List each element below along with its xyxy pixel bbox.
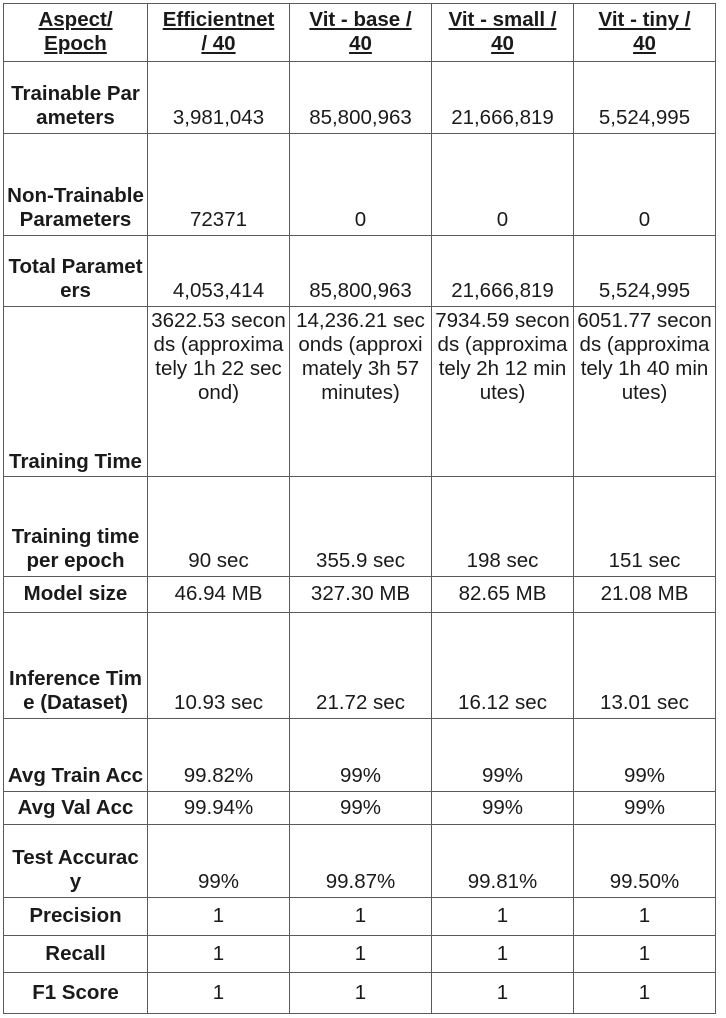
header-line: 40 (349, 31, 372, 55)
data-cell: 1 (431, 934, 574, 974)
row-label: F1 Score (3, 972, 148, 1014)
data-cell: 99% (573, 791, 716, 825)
row-label: Precision (3, 897, 148, 936)
header-line: 40 (491, 31, 514, 55)
data-cell: 99.50% (573, 823, 716, 899)
data-cell: 1 (147, 972, 290, 1014)
row-label: Test Accuracy (3, 823, 148, 899)
model-comparison-table: Aspect/Epoch Efficientnet/ 40 Vit - base /… (3, 3, 716, 1014)
data-cell: 99% (289, 791, 432, 825)
data-cell: 85,800,963 (289, 60, 432, 135)
row-label: Recall (3, 934, 148, 974)
table-row: Training Time 3622.53 seconds (approximat… (3, 305, 716, 478)
header-line: Aspect/ (38, 8, 113, 31)
data-cell: 99% (289, 718, 432, 793)
data-cell: 16.12 sec (431, 611, 574, 720)
data-cell: 99% (431, 791, 574, 825)
data-cell: 3622.53 seconds (approximately 1h 22 sec… (147, 305, 290, 478)
data-cell: 10.93 sec (147, 611, 290, 720)
table-row: F1 Score 1 1 1 1 (3, 972, 716, 1014)
data-cell: 99.94% (147, 791, 290, 825)
header-cell-model-3: Vit - small /40 (431, 3, 574, 62)
data-cell: 3,981,043 (147, 60, 290, 135)
row-label: Non-Trainable Parameters (3, 133, 148, 236)
data-cell: 6051.77 seconds (approximately 1h 40 min… (573, 305, 716, 478)
row-label: Total Parameters (3, 234, 148, 307)
table-row: Trainable Parameters 3,981,043 85,800,963 2… (3, 60, 716, 135)
data-cell: 198 sec (431, 476, 574, 578)
table-row: Inference Time (Dataset) 10.93 sec 21.72 s… (3, 611, 716, 720)
data-cell: 90 sec (147, 476, 290, 578)
data-cell: 1 (289, 897, 432, 936)
data-cell: 151 sec (573, 476, 716, 578)
data-cell: 5,524,995 (573, 234, 716, 307)
table-row: Precision 1 1 1 1 (3, 897, 716, 936)
data-cell: 1 (147, 934, 290, 974)
data-cell: 21.72 sec (289, 611, 432, 720)
data-cell: 99% (431, 718, 574, 793)
header-line: Epoch (44, 31, 107, 55)
data-cell: 1 (289, 934, 432, 974)
table-row: Avg Train Acc 99.82% 99% 99% 99% (3, 718, 716, 793)
data-cell: 21.08 MB (573, 576, 716, 613)
data-cell: 82.65 MB (431, 576, 574, 613)
data-cell: 14,236.21 seconds (approximately 3h 57 m… (289, 305, 432, 478)
data-cell: 13.01 sec (573, 611, 716, 720)
data-cell: 99.81% (431, 823, 574, 899)
header-cell-aspect: Aspect/Epoch (3, 3, 148, 62)
table-row: Non-Trainable Parameters 72371 0 0 0 (3, 133, 716, 236)
header-cell-model-1: Efficientnet/ 40 (147, 3, 290, 62)
table-row: Model size 46.94 MB 327.30 MB 82.65 MB 21.08… (3, 576, 716, 613)
row-label: Avg Train Acc (3, 718, 148, 793)
data-cell: 99% (147, 823, 290, 899)
header-line: Efficientnet (162, 8, 275, 31)
data-cell: 99.87% (289, 823, 432, 899)
data-cell: 0 (431, 133, 574, 236)
header-line: Vit - base / (309, 8, 412, 31)
header-line: 40 (633, 31, 656, 55)
data-cell: 1 (147, 897, 290, 936)
header-row: Aspect/Epoch Efficientnet/ 40 Vit - base /… (3, 3, 716, 62)
table-body: Trainable Parameters 3,981,043 85,800,963 2… (3, 60, 716, 1014)
data-cell: 85,800,963 (289, 234, 432, 307)
row-label: Inference Time (Dataset) (3, 611, 148, 720)
data-cell: 0 (573, 133, 716, 236)
table-row: Total Parameters 4,053,414 85,800,963 21,66… (3, 234, 716, 307)
row-label: Model size (3, 576, 148, 613)
data-cell: 72371 (147, 133, 290, 236)
table-row: Recall 1 1 1 1 (3, 934, 716, 974)
row-label: Avg Val Acc (3, 791, 148, 825)
data-cell: 46.94 MB (147, 576, 290, 613)
data-cell: 355.9 sec (289, 476, 432, 578)
header-line: Vit - small / (448, 8, 557, 31)
data-cell: 1 (431, 897, 574, 936)
data-cell: 1 (431, 972, 574, 1014)
header-cell-model-4: Vit - tiny /40 (573, 3, 716, 62)
data-cell: 7934.59 seconds (approximately 2h 12 min… (431, 305, 574, 478)
data-cell: 327.30 MB (289, 576, 432, 613)
data-cell: 1 (573, 972, 716, 1014)
data-cell: 99% (573, 718, 716, 793)
data-cell: 4,053,414 (147, 234, 290, 307)
data-cell: 1 (573, 897, 716, 936)
data-cell: 5,524,995 (573, 60, 716, 135)
header-cell-model-2: Vit - base /40 (289, 3, 432, 62)
table-header: Aspect/Epoch Efficientnet/ 40 Vit - base /… (3, 3, 716, 62)
header-line: Vit - tiny / (598, 8, 691, 31)
data-cell: 99.82% (147, 718, 290, 793)
table-row: Test Accuracy 99% 99.87% 99.81% 99.50% (3, 823, 716, 899)
data-cell: 21,666,819 (431, 60, 574, 135)
row-label: Training Time (3, 305, 148, 478)
row-label: Training time per epoch (3, 476, 148, 578)
table-row: Avg Val Acc 99.94% 99% 99% 99% (3, 791, 716, 825)
data-cell: 1 (573, 934, 716, 974)
header-line: / 40 (201, 31, 236, 55)
data-cell: 1 (289, 972, 432, 1014)
data-cell: 0 (289, 133, 432, 236)
data-cell: 21,666,819 (431, 234, 574, 307)
table-row: Training time per epoch 90 sec 355.9 sec 19… (3, 476, 716, 578)
row-label: Trainable Parameters (3, 60, 148, 135)
